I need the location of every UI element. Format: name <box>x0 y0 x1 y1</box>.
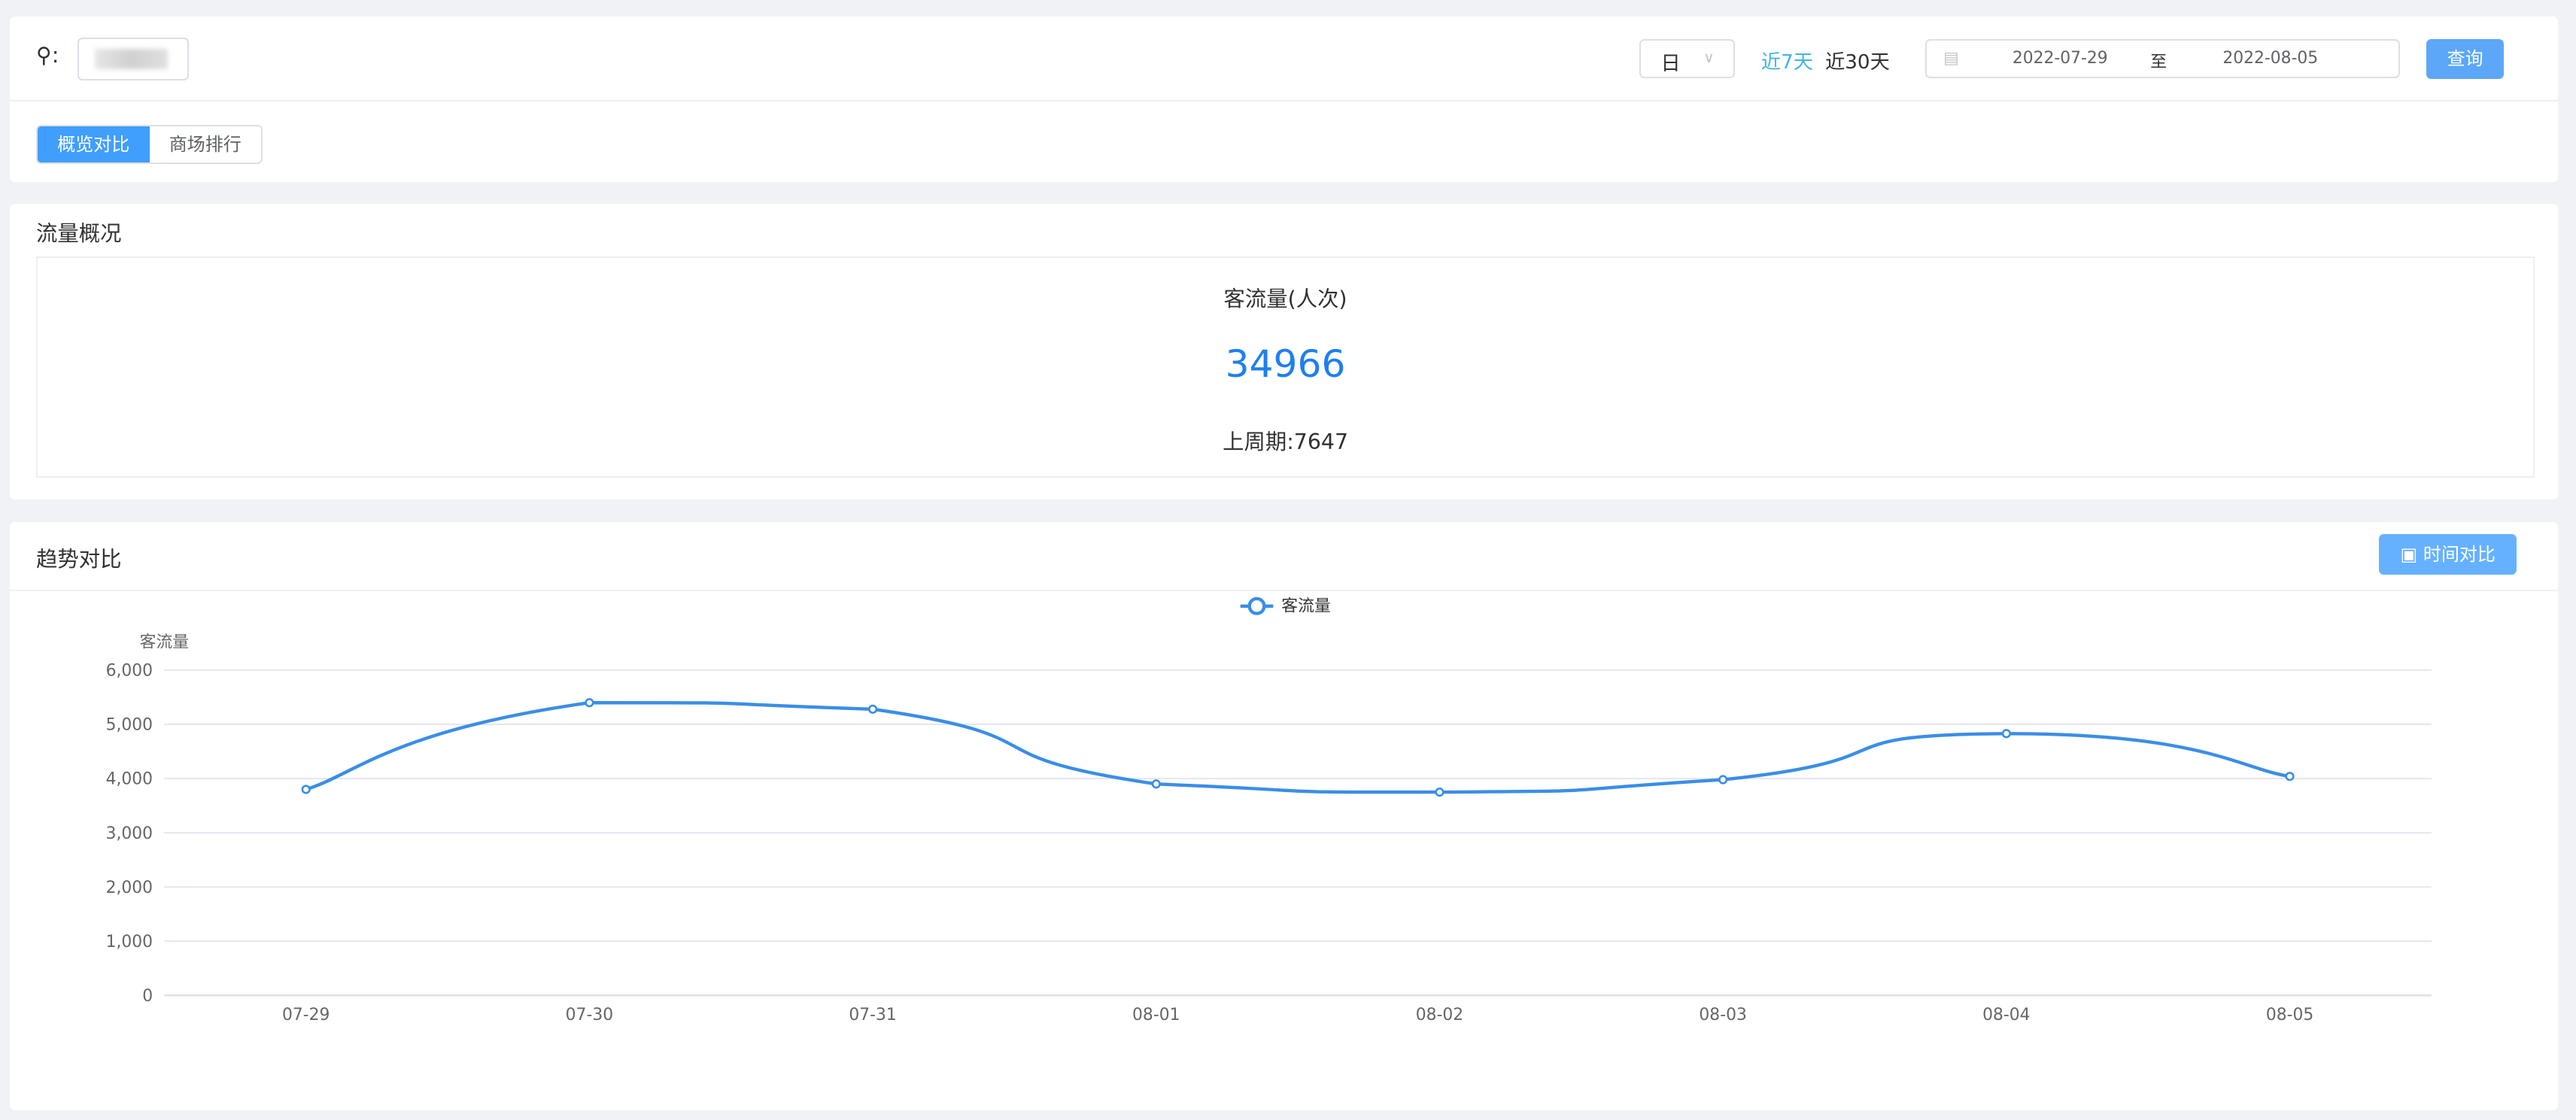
metric-label: 客流量(人次) <box>1223 287 1347 312</box>
previous-period: 上周期:7647 <box>1223 429 1348 455</box>
overview-title: 流量概况 <box>36 221 122 247</box>
x-tick-label: 08-01 <box>1132 1006 1180 1024</box>
start-date-input[interactable]: 2022-07-29 <box>2012 49 2108 68</box>
trend-title: 趋势对比 <box>36 546 122 572</box>
metric-value: 34966 <box>1225 341 1346 386</box>
tab-overview-compare[interactable]: 概览对比 <box>38 126 150 162</box>
date-range-picker[interactable]: ▤ 2022-07-29 至 2022-08-05 <box>1925 39 2400 79</box>
y-tick-label: 0 <box>142 987 153 1006</box>
data-point[interactable] <box>867 704 878 714</box>
data-point[interactable] <box>2001 729 2011 739</box>
overview-panel: 流量概况 客流量(人次) 34966 上周期:7647 <box>10 203 2558 499</box>
view-tabs: 概览对比 商场排行 <box>36 124 263 164</box>
granularity-value: 日 <box>1660 53 1681 76</box>
location-label: ⚲: <box>36 42 59 68</box>
quick-range-30-days[interactable]: 近30天 <box>1825 51 1890 74</box>
y-tick-label: 3,000 <box>106 824 153 843</box>
divider <box>10 589 2558 592</box>
x-tick-label: 08-03 <box>1699 1006 1746 1024</box>
series-line <box>305 701 2290 794</box>
divider <box>10 100 2558 102</box>
data-point[interactable] <box>585 698 594 708</box>
y-tick-label: 6,000 <box>106 662 153 681</box>
map-pin-icon: ⚲ <box>36 42 52 68</box>
store-select[interactable] <box>77 38 189 80</box>
calendar-icon: ▣ <box>2400 543 2423 565</box>
data-point[interactable] <box>1718 775 1728 785</box>
time-compare-button[interactable]: ▣ 时间对比 <box>2378 533 2517 575</box>
x-tick-label: 08-05 <box>2266 1006 2313 1024</box>
y-tick-label: 4,000 <box>106 770 153 789</box>
x-tick-label: 07-31 <box>849 1006 896 1024</box>
end-date-input[interactable]: 2022-08-05 <box>2222 49 2319 68</box>
filter-panel: ⚲: 日 ∨ 近7天 近30天 ▤ 2022-07-29 至 2022-08-0… <box>10 16 2558 183</box>
range-separator: 至 <box>2150 53 2167 72</box>
y-tick-label: 2,000 <box>106 879 153 897</box>
y-axis-label: 客流量 <box>140 633 190 651</box>
calendar-icon: ▤ <box>1943 49 1959 68</box>
metric-card: 客流量(人次) 34966 上周期:7647 <box>36 256 2535 478</box>
legend-marker-icon <box>1247 596 1266 615</box>
data-point[interactable] <box>301 785 311 794</box>
data-point[interactable] <box>1435 787 1444 797</box>
chevron-down-icon: ∨ <box>1703 49 1715 67</box>
query-button[interactable]: 查询 <box>2426 39 2504 79</box>
x-tick-label: 07-29 <box>282 1006 330 1024</box>
quick-range-7-days[interactable]: 近7天 <box>1760 51 1813 74</box>
y-tick-label: 5,000 <box>106 716 153 735</box>
trend-panel: 趋势对比 ▣ 时间对比 <box>10 522 2558 1111</box>
x-tick-label: 08-04 <box>1982 1006 2030 1024</box>
data-point[interactable] <box>2285 772 2295 782</box>
legend-label: 客流量 <box>1281 596 1331 615</box>
tab-mall-ranking[interactable]: 商场排行 <box>169 133 242 155</box>
data-point[interactable] <box>1151 779 1161 789</box>
y-tick-label: 1,000 <box>106 933 153 952</box>
x-tick-label: 08-02 <box>1416 1006 1463 1024</box>
blurred-store-name <box>95 49 168 69</box>
chart-legend[interactable]: 客流量 <box>1240 596 1331 615</box>
x-tick-label: 07-30 <box>566 1006 613 1024</box>
granularity-select[interactable]: 日 ∨ <box>1639 39 1735 79</box>
